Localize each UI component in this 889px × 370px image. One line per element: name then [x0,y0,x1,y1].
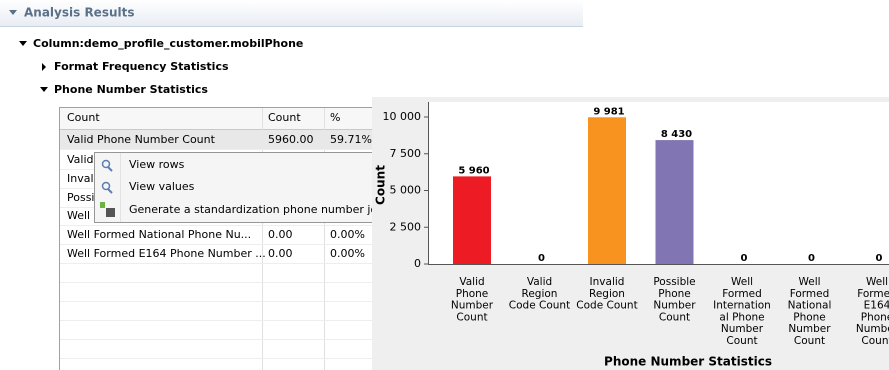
value-label: 0 [538,253,545,264]
section-title: Analysis Results [24,6,135,20]
column-header: Count [268,111,301,124]
y-tick-label: 5 000 [390,184,422,197]
cell: 0.00 [268,247,293,260]
x-tick-label: Invalid Region Code Count [576,276,637,312]
value-label: 0 [741,253,748,264]
tree-node[interactable]: Column:demo_profile_customer.mobilPhone [33,37,303,50]
cell: Well Formed National Phone Nu... [67,228,251,241]
x-tick-label: Valid Region Code Count [509,276,570,312]
value-label: 0 [808,253,815,264]
menu-item[interactable]: Generate a standardization phone number … [129,203,384,216]
menu-item[interactable]: View values [129,180,195,193]
x-tick-label: Possible Phone Number Count [653,276,696,323]
x-tick-label: Valid Phone Number Count [451,276,494,323]
menu-item[interactable]: View rows [129,158,185,171]
value-label: 0 [876,253,883,264]
cell: Well Formed E164 Phone Number ... [67,247,266,260]
value-label: 8 430 [661,129,692,140]
tree-node[interactable]: Format Frequency Statistics [54,60,229,73]
x-tick-label: Well Formed Internation al Phone Number Count [713,276,771,347]
y-tick-label: 7 500 [390,147,422,160]
collapse-arrow[interactable] [9,10,17,15]
cell: 5960.00 [268,133,314,146]
expand-arrow[interactable] [40,87,48,92]
expand-arrow[interactable] [42,63,46,71]
cell: Possi [67,191,95,204]
bar [588,117,626,264]
y-tick-label: 10 000 [383,110,422,123]
cell: 59.71% [330,133,372,146]
x-tick-label: Well Formed National Phone Number Count [788,276,832,347]
table: Count Count % Valid Phone Number Count 5960.… [59,107,390,370]
tree-node[interactable]: Phone Number Statistics [54,83,208,96]
cell: 0.00 [268,228,293,241]
section-header[interactable] [0,0,583,26]
y-tick-label: 2 500 [390,220,422,233]
bar [453,176,491,264]
cell: Well [67,209,90,222]
x-tick-label: WellFormedE164PhoneNumberCount [856,276,889,347]
y-tick-label: 0 [414,257,421,270]
x-axis-title: Phone Number Statistics [604,355,772,369]
chart: Count Phone Number Statistics 0 2 500 5 00… [372,97,889,370]
value-label: 9 981 [593,106,624,117]
expand-arrow[interactable] [19,41,27,46]
cell: Invali [67,172,97,185]
y-axis-label: Count [374,165,388,205]
cell: 0.00% [330,247,365,260]
column-header: Count [67,111,100,124]
cell: Valid [67,153,94,166]
cell: 0.00% [330,228,365,241]
bar [655,140,694,264]
cell: Valid Phone Number Count [67,133,216,146]
context-menu: View rows View values Generate a standar… [94,152,385,223]
column-header: % [330,111,340,124]
value-label: 5 960 [458,165,489,176]
